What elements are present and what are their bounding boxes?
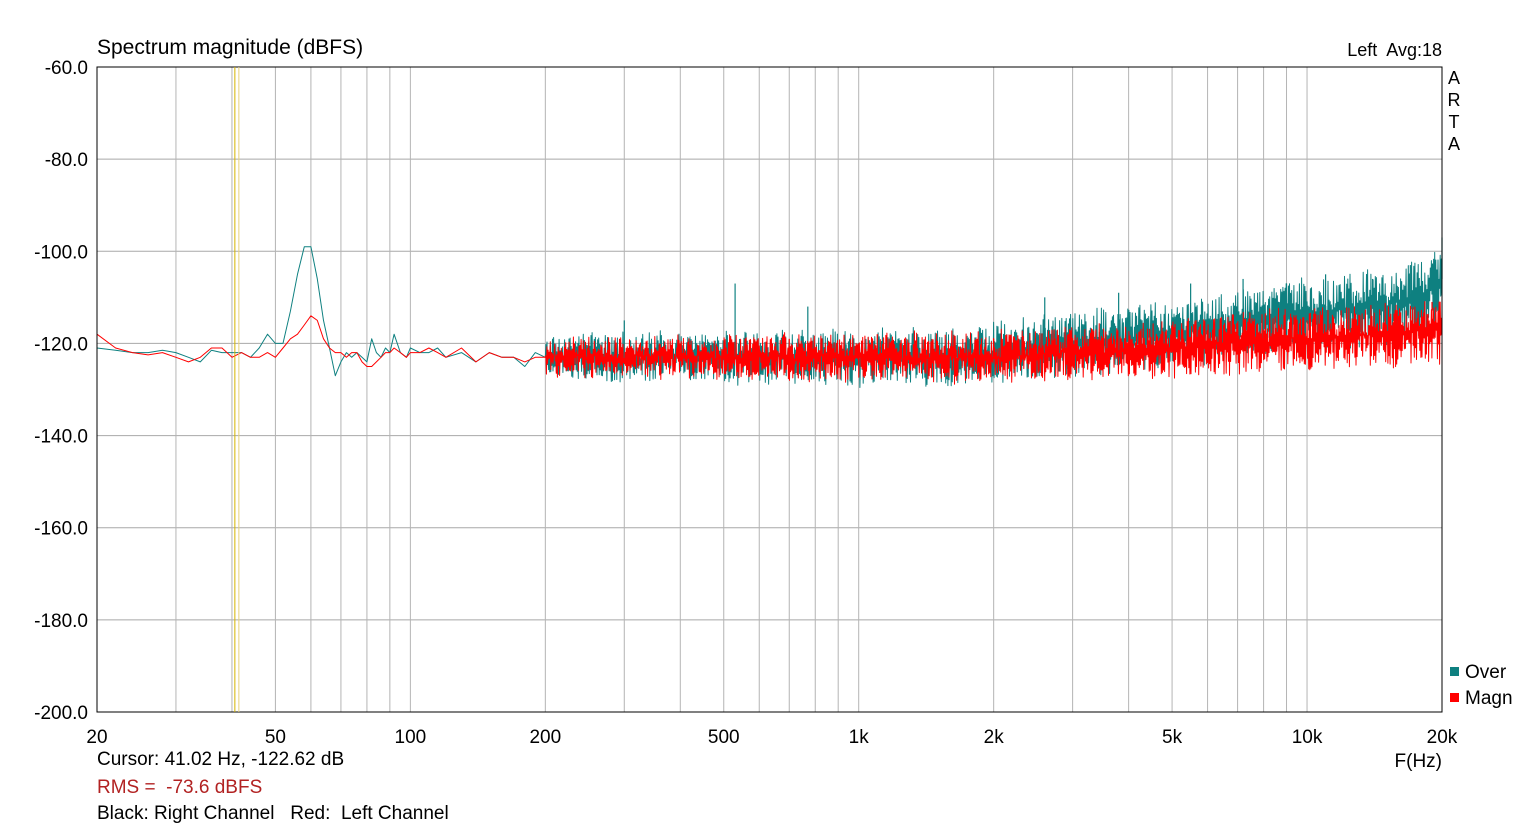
rms-readout: RMS = -73.6 dBFS xyxy=(97,777,263,798)
channel-average-label: Left Avg:18 xyxy=(1347,40,1442,60)
grid xyxy=(97,66,1442,713)
legend: Over Magn xyxy=(1450,662,1513,709)
series-line-magn xyxy=(96,301,1443,385)
watermark-letter: T xyxy=(1449,112,1460,132)
y-tick-labels: -60.0 -80.0 -100.0 -120.0 -140.0 -160.0 -180.0… xyxy=(34,58,88,724)
plot-frame xyxy=(96,66,1443,713)
watermark-letter: A xyxy=(1448,134,1460,154)
y-tick-label: -120.0 xyxy=(34,334,88,355)
x-tick-label: 50 xyxy=(265,727,286,748)
x-tick-label: 20k xyxy=(1427,727,1458,748)
y-tick-label: -180.0 xyxy=(34,611,88,632)
watermark-letter: R xyxy=(1448,90,1461,110)
x-tick-label: 200 xyxy=(529,727,561,748)
legend-label: Over xyxy=(1465,662,1507,683)
legend-swatch xyxy=(1450,667,1459,676)
y-tick-label: -140.0 xyxy=(34,427,88,448)
legend-swatch xyxy=(1450,693,1459,702)
x-tick-label: 1k xyxy=(849,727,870,748)
series-line-over xyxy=(96,246,1443,388)
x-tick-labels: 20 50 100 200 500 1k 2k 5k 10k 20k xyxy=(86,727,1457,748)
channel-key: Black: Right Channel Red: Left Channel xyxy=(97,803,449,824)
x-tick-label: 10k xyxy=(1292,727,1323,748)
chart-title: Spectrum magnitude (dBFS) xyxy=(97,36,363,59)
series-layer xyxy=(96,237,1443,388)
y-tick-label: -60.0 xyxy=(45,58,88,79)
x-axis-label: F(Hz) xyxy=(1395,751,1442,772)
cursor-readout: Cursor: 41.02 Hz, -122.62 dB xyxy=(97,749,345,770)
legend-label: Magn xyxy=(1465,688,1513,709)
x-tick-label: 2k xyxy=(984,727,1005,748)
x-tick-label: 20 xyxy=(86,727,107,748)
y-tick-label: -100.0 xyxy=(34,242,88,263)
watermark-letter: A xyxy=(1448,68,1460,88)
y-tick-label: -200.0 xyxy=(34,703,88,724)
y-tick-label: -80.0 xyxy=(45,150,88,171)
y-tick-label: -160.0 xyxy=(34,519,88,540)
x-tick-label: 100 xyxy=(395,727,427,748)
x-tick-label: 500 xyxy=(708,727,740,748)
x-tick-label: 5k xyxy=(1162,727,1183,748)
